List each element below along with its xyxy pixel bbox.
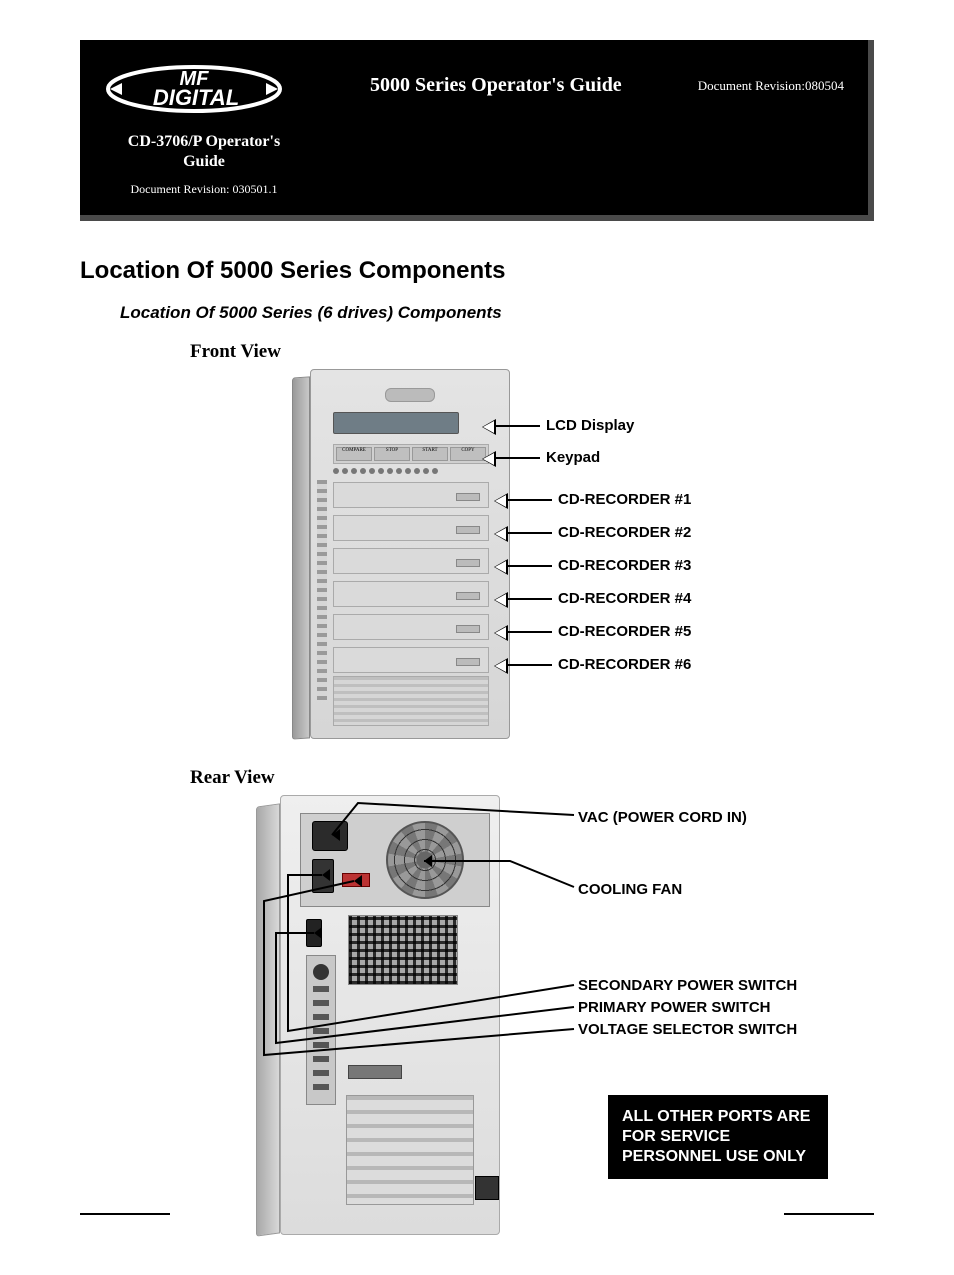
- callout-label: CD-RECORDER #2: [558, 524, 691, 541]
- keypad-button[interactable]: COMPARE: [336, 447, 372, 461]
- secondary-power-switch[interactable]: [312, 859, 334, 893]
- callout-vac: VAC (POWER CORD IN): [578, 809, 747, 826]
- callout-d4: CD-RECORDER #4: [502, 590, 691, 607]
- lower-vent-icon: [333, 676, 489, 726]
- service-notice-box: ALL OTHER PORTS ARE FOR SERVICE PERSONNE…: [608, 1095, 828, 1179]
- arrow-icon: [502, 532, 552, 534]
- front-view-diagram: COMPARE STOP START COPY LCD Display Keyp…: [190, 369, 874, 749]
- brand-badge-icon: [385, 388, 435, 402]
- keypad: COMPARE STOP START COPY: [333, 444, 489, 464]
- cd-recorder-6[interactable]: [333, 647, 489, 673]
- keypad-button[interactable]: STOP: [374, 447, 410, 461]
- callout-voltage-selector: VOLTAGE SELECTOR SWITCH: [578, 1021, 797, 1038]
- callout-d5: CD-RECORDER #5: [502, 623, 691, 640]
- callout-label: CD-RECORDER #4: [558, 590, 691, 607]
- header-sub-title-l2: Guide: [183, 153, 225, 170]
- callout-label: CD-RECORDER #5: [558, 623, 691, 640]
- callout-keypad: Keypad: [490, 449, 600, 466]
- lcd-display: [333, 412, 459, 434]
- vac-power-inlet[interactable]: [312, 821, 348, 851]
- header-revision-right: Document Revision:080504: [698, 54, 844, 94]
- brand-logo: MF DIGITAL: [94, 54, 294, 124]
- arrow-icon: [502, 598, 552, 600]
- tower-side-panel: [292, 376, 310, 739]
- arrow-icon: [502, 565, 552, 567]
- front-view-heading: Front View: [190, 341, 874, 363]
- callout-d3: CD-RECORDER #3: [502, 557, 691, 574]
- voltage-selector-switch[interactable]: [342, 873, 370, 887]
- callout-d6: CD-RECORDER #6: [502, 656, 691, 673]
- logo-text-bottom: DIGITAL: [153, 85, 239, 110]
- header-sub-title: CD-3706/P Operator's Guide: [94, 132, 314, 172]
- sub-heading: Location Of 5000 Series (6 drives) Compo…: [120, 303, 874, 323]
- cd-recorder-2[interactable]: [333, 515, 489, 541]
- arrow-icon: [490, 425, 540, 427]
- header-banner: MF DIGITAL 5000 Series Operator's Guide …: [80, 40, 874, 221]
- vent-slits-icon: [317, 480, 327, 700]
- callout-label: CD-RECORDER #3: [558, 557, 691, 574]
- rear-view-heading: Rear View: [190, 767, 874, 789]
- footer-rule-left: [80, 1213, 170, 1215]
- arrow-icon: [502, 499, 552, 501]
- cd-recorder-1[interactable]: [333, 482, 489, 508]
- callout-primary-switch: PRIMARY POWER SWITCH: [578, 999, 771, 1016]
- cooling-fan-icon: [386, 821, 464, 899]
- arrow-icon: [502, 631, 552, 633]
- led-strip: [333, 466, 489, 476]
- header-sub-revision: Document Revision: 030501.1: [94, 182, 314, 197]
- callout-d1: CD-RECORDER #1: [502, 491, 691, 508]
- callout-d2: CD-RECORDER #2: [502, 524, 691, 541]
- header-sub-block: CD-3706/P Operator's Guide Document Revi…: [94, 132, 314, 197]
- callout-label: LCD Display: [546, 417, 634, 434]
- callout-label: CD-RECORDER #1: [558, 491, 691, 508]
- callout-secondary-switch: SECONDARY POWER SWITCH: [578, 977, 797, 994]
- rear-side-panel: [256, 803, 280, 1236]
- rear-vent-grid-icon: [348, 915, 458, 985]
- callout-label: Keypad: [546, 449, 600, 466]
- callout-fan: COOLING FAN: [578, 881, 682, 898]
- arrow-icon: [490, 457, 540, 459]
- cd-recorder-5[interactable]: [333, 614, 489, 640]
- arrow-icon: [502, 664, 552, 666]
- header-sub-title-l1: CD-3706/P Operator's: [128, 133, 280, 150]
- header-title: 5000 Series Operator's Guide: [294, 54, 698, 97]
- callout-lcd: LCD Display: [490, 417, 634, 434]
- serial-port-icon: [348, 1065, 402, 1079]
- callout-label: CD-RECORDER #6: [558, 656, 691, 673]
- rear-view-diagram: VAC (POWER CORD IN) COOLING FAN SECONDAR…: [190, 795, 850, 1255]
- mf-digital-logo-icon: MF DIGITAL: [104, 59, 284, 119]
- io-port-panel: [306, 955, 336, 1105]
- keypad-button[interactable]: START: [412, 447, 448, 461]
- cd-recorder-3[interactable]: [333, 548, 489, 574]
- primary-power-switch[interactable]: [306, 919, 322, 947]
- header-top-row: MF DIGITAL 5000 Series Operator's Guide …: [94, 54, 844, 124]
- cd-recorder-4[interactable]: [333, 581, 489, 607]
- main-heading: Location Of 5000 Series Components: [80, 257, 874, 285]
- expansion-slots: [346, 1095, 474, 1205]
